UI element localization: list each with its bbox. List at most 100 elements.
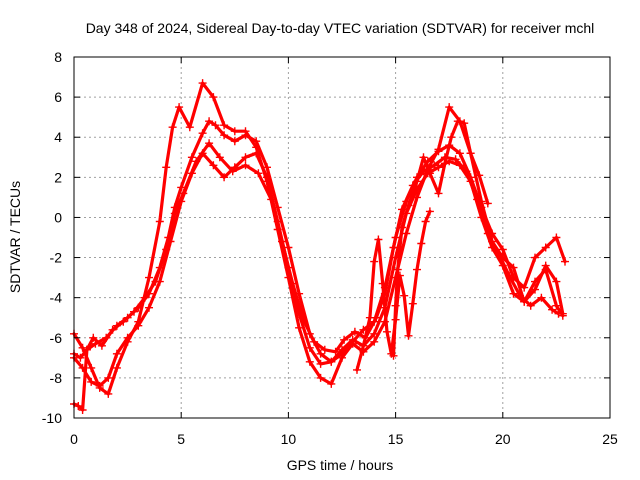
x-tick-label: 10 bbox=[281, 431, 297, 447]
data-point bbox=[209, 161, 218, 170]
data-point bbox=[421, 217, 430, 226]
y-axis-label: SDTVAR / TECUs bbox=[7, 181, 23, 293]
plot-frame bbox=[73, 56, 611, 419]
data-point bbox=[413, 177, 421, 186]
data-point bbox=[370, 337, 379, 346]
data-point bbox=[278, 237, 286, 246]
y-tick-labels: -10 -8 -6 -4 -2 0 2 4 6 8 bbox=[42, 49, 62, 426]
data-point bbox=[254, 169, 263, 178]
data-point bbox=[425, 207, 434, 216]
data-point bbox=[541, 243, 550, 252]
data-point bbox=[353, 365, 361, 374]
data-point bbox=[531, 253, 539, 262]
data-point bbox=[374, 235, 383, 244]
data-point bbox=[108, 325, 117, 334]
data-point bbox=[340, 335, 349, 344]
data-point bbox=[460, 119, 469, 128]
data-point bbox=[168, 123, 177, 132]
data-point bbox=[378, 279, 387, 288]
data-point bbox=[220, 121, 229, 130]
data-point bbox=[404, 331, 413, 340]
data-point bbox=[331, 347, 340, 356]
data-point bbox=[434, 145, 443, 154]
y-tick-label: 4 bbox=[54, 129, 62, 145]
data-point bbox=[112, 363, 121, 372]
series-track-3 bbox=[70, 79, 567, 398]
data-point bbox=[74, 402, 83, 410]
data-point bbox=[198, 129, 207, 138]
data-point bbox=[552, 233, 561, 242]
data-point bbox=[87, 377, 96, 386]
data-point bbox=[104, 373, 113, 382]
data-point bbox=[419, 153, 428, 162]
data-point bbox=[263, 177, 271, 186]
data-point bbox=[475, 171, 484, 180]
data-point bbox=[241, 161, 250, 170]
data-point bbox=[466, 149, 475, 158]
data-point bbox=[220, 173, 229, 182]
y-tick-label: -10 bbox=[42, 410, 62, 426]
data-point bbox=[404, 201, 413, 210]
data-point bbox=[209, 93, 218, 102]
data-point bbox=[95, 383, 104, 392]
data-point bbox=[198, 79, 207, 88]
data-point bbox=[413, 265, 421, 274]
data-point bbox=[462, 167, 471, 176]
y-tick-label: -2 bbox=[50, 250, 63, 266]
data-point bbox=[305, 357, 314, 366]
data-point bbox=[400, 291, 409, 300]
data-point bbox=[327, 379, 336, 388]
data-point bbox=[451, 155, 460, 164]
data-point bbox=[417, 239, 426, 248]
y-tick-label: 2 bbox=[54, 169, 62, 185]
data-point bbox=[434, 189, 443, 198]
data-point bbox=[185, 123, 194, 132]
x-axis-label: GPS time / hours bbox=[287, 457, 394, 473]
data-point bbox=[228, 167, 237, 176]
data-point bbox=[561, 257, 569, 266]
data-point bbox=[425, 169, 434, 178]
data-point bbox=[398, 205, 406, 214]
axis-ticks bbox=[73, 56, 611, 419]
data-point bbox=[241, 127, 250, 136]
data-point bbox=[413, 193, 421, 202]
data-point bbox=[179, 189, 188, 198]
data-point bbox=[455, 149, 464, 158]
data-point bbox=[483, 199, 492, 208]
data-point bbox=[284, 243, 293, 252]
data-point bbox=[192, 157, 201, 166]
data-point bbox=[393, 265, 402, 274]
data-point bbox=[389, 243, 398, 252]
data-point bbox=[97, 341, 106, 350]
data-point bbox=[526, 301, 535, 310]
data-point bbox=[288, 279, 297, 288]
data-point bbox=[162, 245, 171, 254]
data-point bbox=[509, 289, 518, 298]
data-point bbox=[267, 195, 276, 204]
data-point bbox=[155, 217, 164, 226]
data-point bbox=[338, 345, 346, 354]
data-point bbox=[327, 357, 336, 366]
data-point bbox=[365, 313, 374, 322]
data-point bbox=[89, 333, 98, 342]
data-point bbox=[215, 153, 224, 162]
data-point bbox=[483, 229, 492, 238]
y-tick-label: 8 bbox=[54, 49, 62, 65]
data-point bbox=[78, 406, 87, 414]
data-point bbox=[541, 261, 550, 270]
data-point bbox=[408, 299, 417, 308]
data-point bbox=[509, 263, 518, 272]
data-point bbox=[78, 343, 87, 352]
data-point bbox=[350, 327, 359, 336]
data-point bbox=[241, 153, 250, 162]
data-point bbox=[498, 245, 507, 254]
data-point bbox=[211, 121, 220, 130]
data-point bbox=[140, 293, 149, 302]
data-point bbox=[391, 315, 400, 324]
data-point bbox=[447, 133, 456, 142]
data-point bbox=[398, 223, 406, 232]
x-tick-label: 0 bbox=[70, 431, 78, 447]
chart-title: Day 348 of 2024, Sidereal Day-to-day VTE… bbox=[86, 20, 595, 36]
data-point bbox=[370, 257, 379, 266]
data-point bbox=[104, 389, 113, 398]
